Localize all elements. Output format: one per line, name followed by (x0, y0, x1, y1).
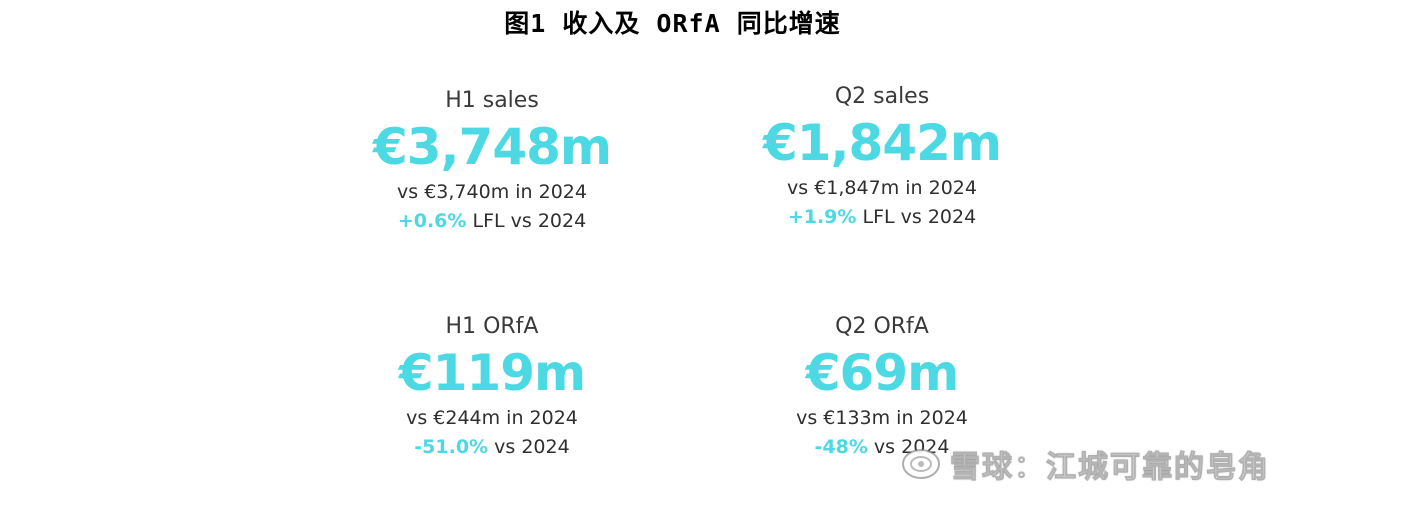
snowball-logo-icon (902, 449, 940, 479)
kpi-value: €69m (805, 344, 959, 402)
watermark-text: 雪球：江城可靠的皂角 (950, 450, 1270, 486)
kpi-value: €3,748m (372, 118, 612, 176)
kpi-comparison: vs €3,740m in 2024 (397, 181, 587, 203)
kpi-comparison: vs €244m in 2024 (406, 407, 578, 429)
kpi-value: €1,842m (762, 114, 1002, 172)
kpi-change-pct: +1.9% (787, 206, 857, 228)
kpi-change-suffix: vs 2024 (488, 436, 570, 458)
kpi-change-suffix: LFL vs 2024 (856, 206, 977, 228)
kpi-label: Q2 ORfA (835, 314, 929, 339)
kpi-card-q2-sales: Q2 sales €1,842m vs €1,847m in 2024 +1.9… (722, 82, 1042, 232)
kpi-comparison: vs €1,847m in 2024 (787, 177, 977, 199)
kpi-change: -51.0% vs 2024 (332, 432, 652, 462)
kpi-card-h1-orfa: H1 ORfA €119m vs €244m in 2024 -51.0% vs… (332, 312, 652, 462)
kpi-value: €119m (398, 344, 586, 402)
kpi-panel: H1 sales €3,748m vs €3,740m in 2024 +0.6… (332, 60, 1008, 502)
kpi-label: Q2 sales (834, 84, 930, 109)
kpi-label: H1 sales (445, 88, 539, 113)
kpi-change-pct: -51.0% (414, 436, 489, 458)
kpi-card-h1-sales: H1 sales €3,748m vs €3,740m in 2024 +0.6… (332, 86, 652, 236)
figure-title: 图1 收入及 ORfA 同比增速 (504, 9, 841, 38)
kpi-change-suffix: LFL vs 2024 (466, 210, 587, 232)
kpi-change: +1.9% LFL vs 2024 (722, 202, 1042, 232)
kpi-change-pct: +0.6% (397, 210, 467, 232)
kpi-comparison: vs €133m in 2024 (796, 407, 968, 429)
kpi-label: H1 ORfA (445, 314, 539, 339)
watermark: 雪球：江城可靠的皂角 (900, 444, 1270, 486)
kpi-change-pct: -48% (814, 436, 868, 458)
kpi-card-q2-orfa: Q2 ORfA €69m vs €133m in 2024 -48% vs 20… (722, 312, 1042, 462)
kpi-change: +0.6% LFL vs 2024 (332, 206, 652, 236)
